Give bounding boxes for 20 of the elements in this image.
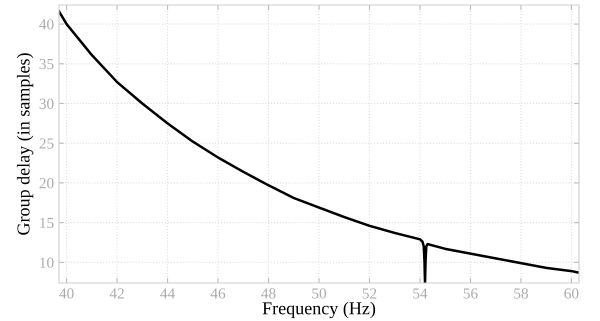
x-tick-label: 54 [413, 288, 428, 299]
y-tick-label: 10 [40, 257, 54, 268]
x-tick-label: 60 [564, 288, 578, 299]
y-tick-label: 35 [40, 58, 54, 70]
x-tick-label: 48 [261, 288, 276, 299]
x-tick-label: 50 [312, 288, 326, 299]
y-axis-title: Group delay (in samples) [16, 53, 34, 235]
x-tick-label: 42 [110, 288, 124, 298]
y-tick-label: 20 [40, 178, 54, 188]
x-tick-label: 58 [514, 288, 528, 299]
x-axis-title: Frequency (Hz) [262, 302, 376, 318]
x-tick-label: 46 [210, 288, 226, 299]
y-tick-label: 40 [39, 19, 54, 30]
x-tick-label: 44 [160, 288, 175, 298]
y-tick-label: 30 [40, 98, 54, 109]
x-tick-label: 40 [59, 288, 74, 299]
x-tick-label: 56 [464, 288, 478, 299]
y-tick-label: 15 [40, 218, 54, 228]
y-tick-label: 25 [40, 138, 54, 149]
x-tick-label: 52 [362, 288, 376, 299]
